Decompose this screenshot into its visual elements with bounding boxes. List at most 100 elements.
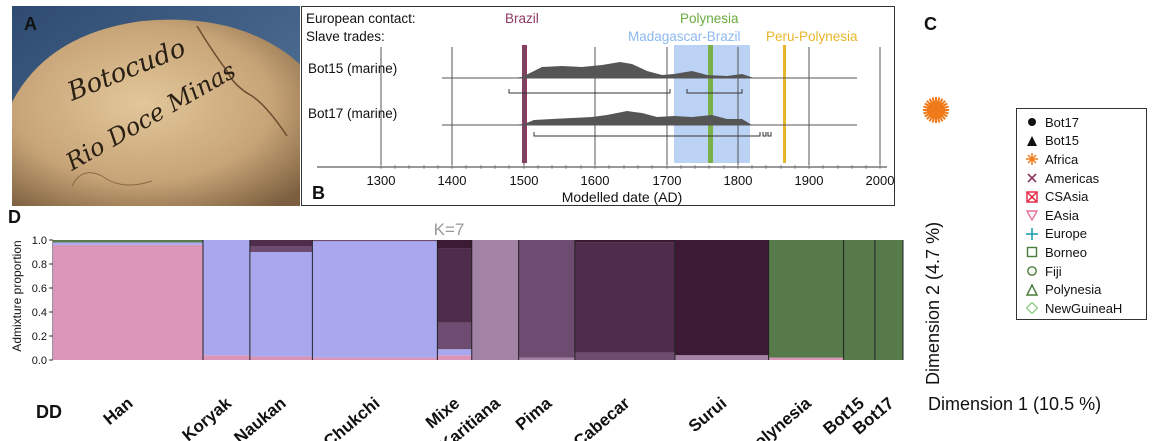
skull-illustration: Botocudo Rio Doce Minas [12, 6, 300, 206]
panel-d-letter: D [8, 207, 21, 227]
legend-item-easia: EAsia [1023, 206, 1140, 225]
legend-item-newguineah: NewGuineaH [1023, 299, 1140, 318]
plus-marker-icon [1023, 227, 1041, 240]
admixture-segment [574, 240, 676, 243]
y-tick-label: 0.6 [32, 283, 47, 295]
admixture-segment [574, 242, 676, 353]
group-label: Pima [512, 393, 556, 434]
bot15-range-2 [686, 89, 743, 94]
group-label: Naukan [230, 394, 289, 441]
y-tick-label: 1.0 [32, 235, 47, 247]
admixture-segment [53, 244, 204, 360]
event-label-brazil: Brazil [505, 11, 539, 26]
panel-a-letter: A [24, 14, 37, 34]
legend-label: Polynesia [1045, 282, 1102, 298]
dd-label: DD [36, 402, 62, 422]
event-label-polynesia: Polynesia [680, 11, 739, 26]
admixture-segment [437, 355, 473, 360]
admixture-segment [471, 240, 520, 360]
european-contact-label: European contact: [306, 11, 416, 26]
event-band-polynesia [708, 45, 713, 163]
legend-item-bot15: Bot15 [1023, 132, 1140, 151]
y-tick-label: 0.2 [32, 331, 47, 343]
panel-b-letter: B [312, 183, 325, 203]
event-label-peru-polynesia: Peru-Polynesia [766, 29, 858, 44]
x-tick-labels: 1300 1400 1500 1600 1700 1800 1900 2000 [367, 173, 895, 188]
legend-item-borneo: Borneo [1023, 243, 1140, 262]
filled-circle-marker-icon [1023, 116, 1041, 128]
legend-label: Europe [1045, 226, 1087, 242]
group-label: Chukchi [320, 394, 384, 441]
legend-label: EAsia [1045, 207, 1079, 223]
admixture-segment [203, 240, 251, 356]
dimension-2-label: Dimension 2 (4.7 %) [923, 221, 943, 385]
slave-trades-label: Slave trades: [306, 29, 385, 44]
skull-photo: Botocudo Rio Doce Minas [12, 6, 300, 206]
circle-marker-icon [1023, 265, 1041, 277]
legend-label: Borneo [1045, 244, 1087, 260]
legend-label: Fiji [1045, 263, 1062, 279]
admixture-chart: D K=7 Admixture proportion 0.0 0.2 0.4 0.6 0.8 1… [8, 207, 904, 441]
legend-item-polynesia: Polynesia [1023, 280, 1140, 299]
dimension-1-label: Dimension 1 (10.5 %) [928, 394, 1102, 414]
x-tick-label: 1700 [653, 173, 682, 188]
bot17-range-3 [767, 132, 772, 137]
admixture-segment [768, 240, 845, 358]
asterisk-marker-icon [1023, 153, 1041, 166]
event-band-peru-polynesia [783, 45, 786, 163]
event-label-madagascar-brazil: Madagascar-Brazil [628, 29, 741, 44]
x-axis-minor-ticks [380, 163, 881, 169]
date-chart: European contact: Slave trades: Brazil P… [306, 11, 895, 205]
filled-triangle-marker-icon [1023, 135, 1041, 147]
x-axis-label: Modelled date (AD) [562, 189, 683, 205]
x-tick-label: 1500 [510, 173, 539, 188]
panel-b: European contact: Slave trades: Brazil P… [301, 6, 895, 206]
group-label: Cabecar [570, 393, 634, 441]
square-marker-icon [1023, 246, 1041, 258]
y-axis-label: Admixture proportion [10, 240, 24, 351]
bot17-range-1 [533, 132, 761, 137]
legend-item-csasia: CSAsia [1023, 187, 1140, 206]
admixture-segment [437, 322, 473, 350]
bot15-distribution [442, 62, 852, 78]
y-tick-label: 0.4 [32, 307, 47, 319]
y-tick-label: 0.0 [32, 355, 47, 367]
x-tick-label: 1600 [581, 173, 610, 188]
vertical-gridlines [380, 47, 881, 165]
group-label: Han [100, 394, 137, 429]
admixture-segment [53, 240, 204, 243]
group-label: Koryak [179, 393, 236, 441]
admixture-segment [518, 240, 576, 358]
legend-label: NewGuineaH [1045, 300, 1123, 316]
x-tick-label: 2000 [866, 173, 894, 188]
x-tick-label: 1800 [724, 173, 753, 188]
bot17-range-2 [762, 132, 767, 137]
admixture-segment [768, 357, 845, 360]
cross-marker-icon [1023, 172, 1041, 184]
sample-label-bot15: Bot15 (marine) [308, 61, 397, 76]
legend-item-europe: Europe [1023, 225, 1140, 244]
admixture-segment [203, 355, 251, 360]
diamond-marker-icon [1023, 302, 1041, 315]
legend-item-bot17: Bot17 [1023, 113, 1140, 132]
legend-label: Bot17 [1045, 114, 1079, 130]
admixture-segment [249, 246, 313, 252]
x-tick-label: 1300 [367, 173, 396, 188]
admixture-segment [249, 356, 313, 360]
admixture-segment [674, 240, 770, 356]
x-tick-label: 1400 [438, 173, 467, 188]
admixture-segment [843, 240, 876, 360]
admixture-segment [874, 240, 904, 360]
legend-label: Americas [1045, 170, 1100, 186]
legend-label: Bot15 [1045, 133, 1079, 149]
legend-label: Africa [1045, 151, 1079, 167]
admixture-segment [312, 240, 438, 242]
admixture-segment [437, 240, 473, 249]
admixture-segment [518, 357, 576, 360]
admixture-segment [249, 240, 313, 246]
admixture-segment [53, 242, 204, 245]
admixture-segment [249, 252, 313, 357]
admixture-segment [574, 352, 676, 360]
group-label: Surui [685, 394, 731, 436]
admixture-segment [437, 248, 473, 323]
